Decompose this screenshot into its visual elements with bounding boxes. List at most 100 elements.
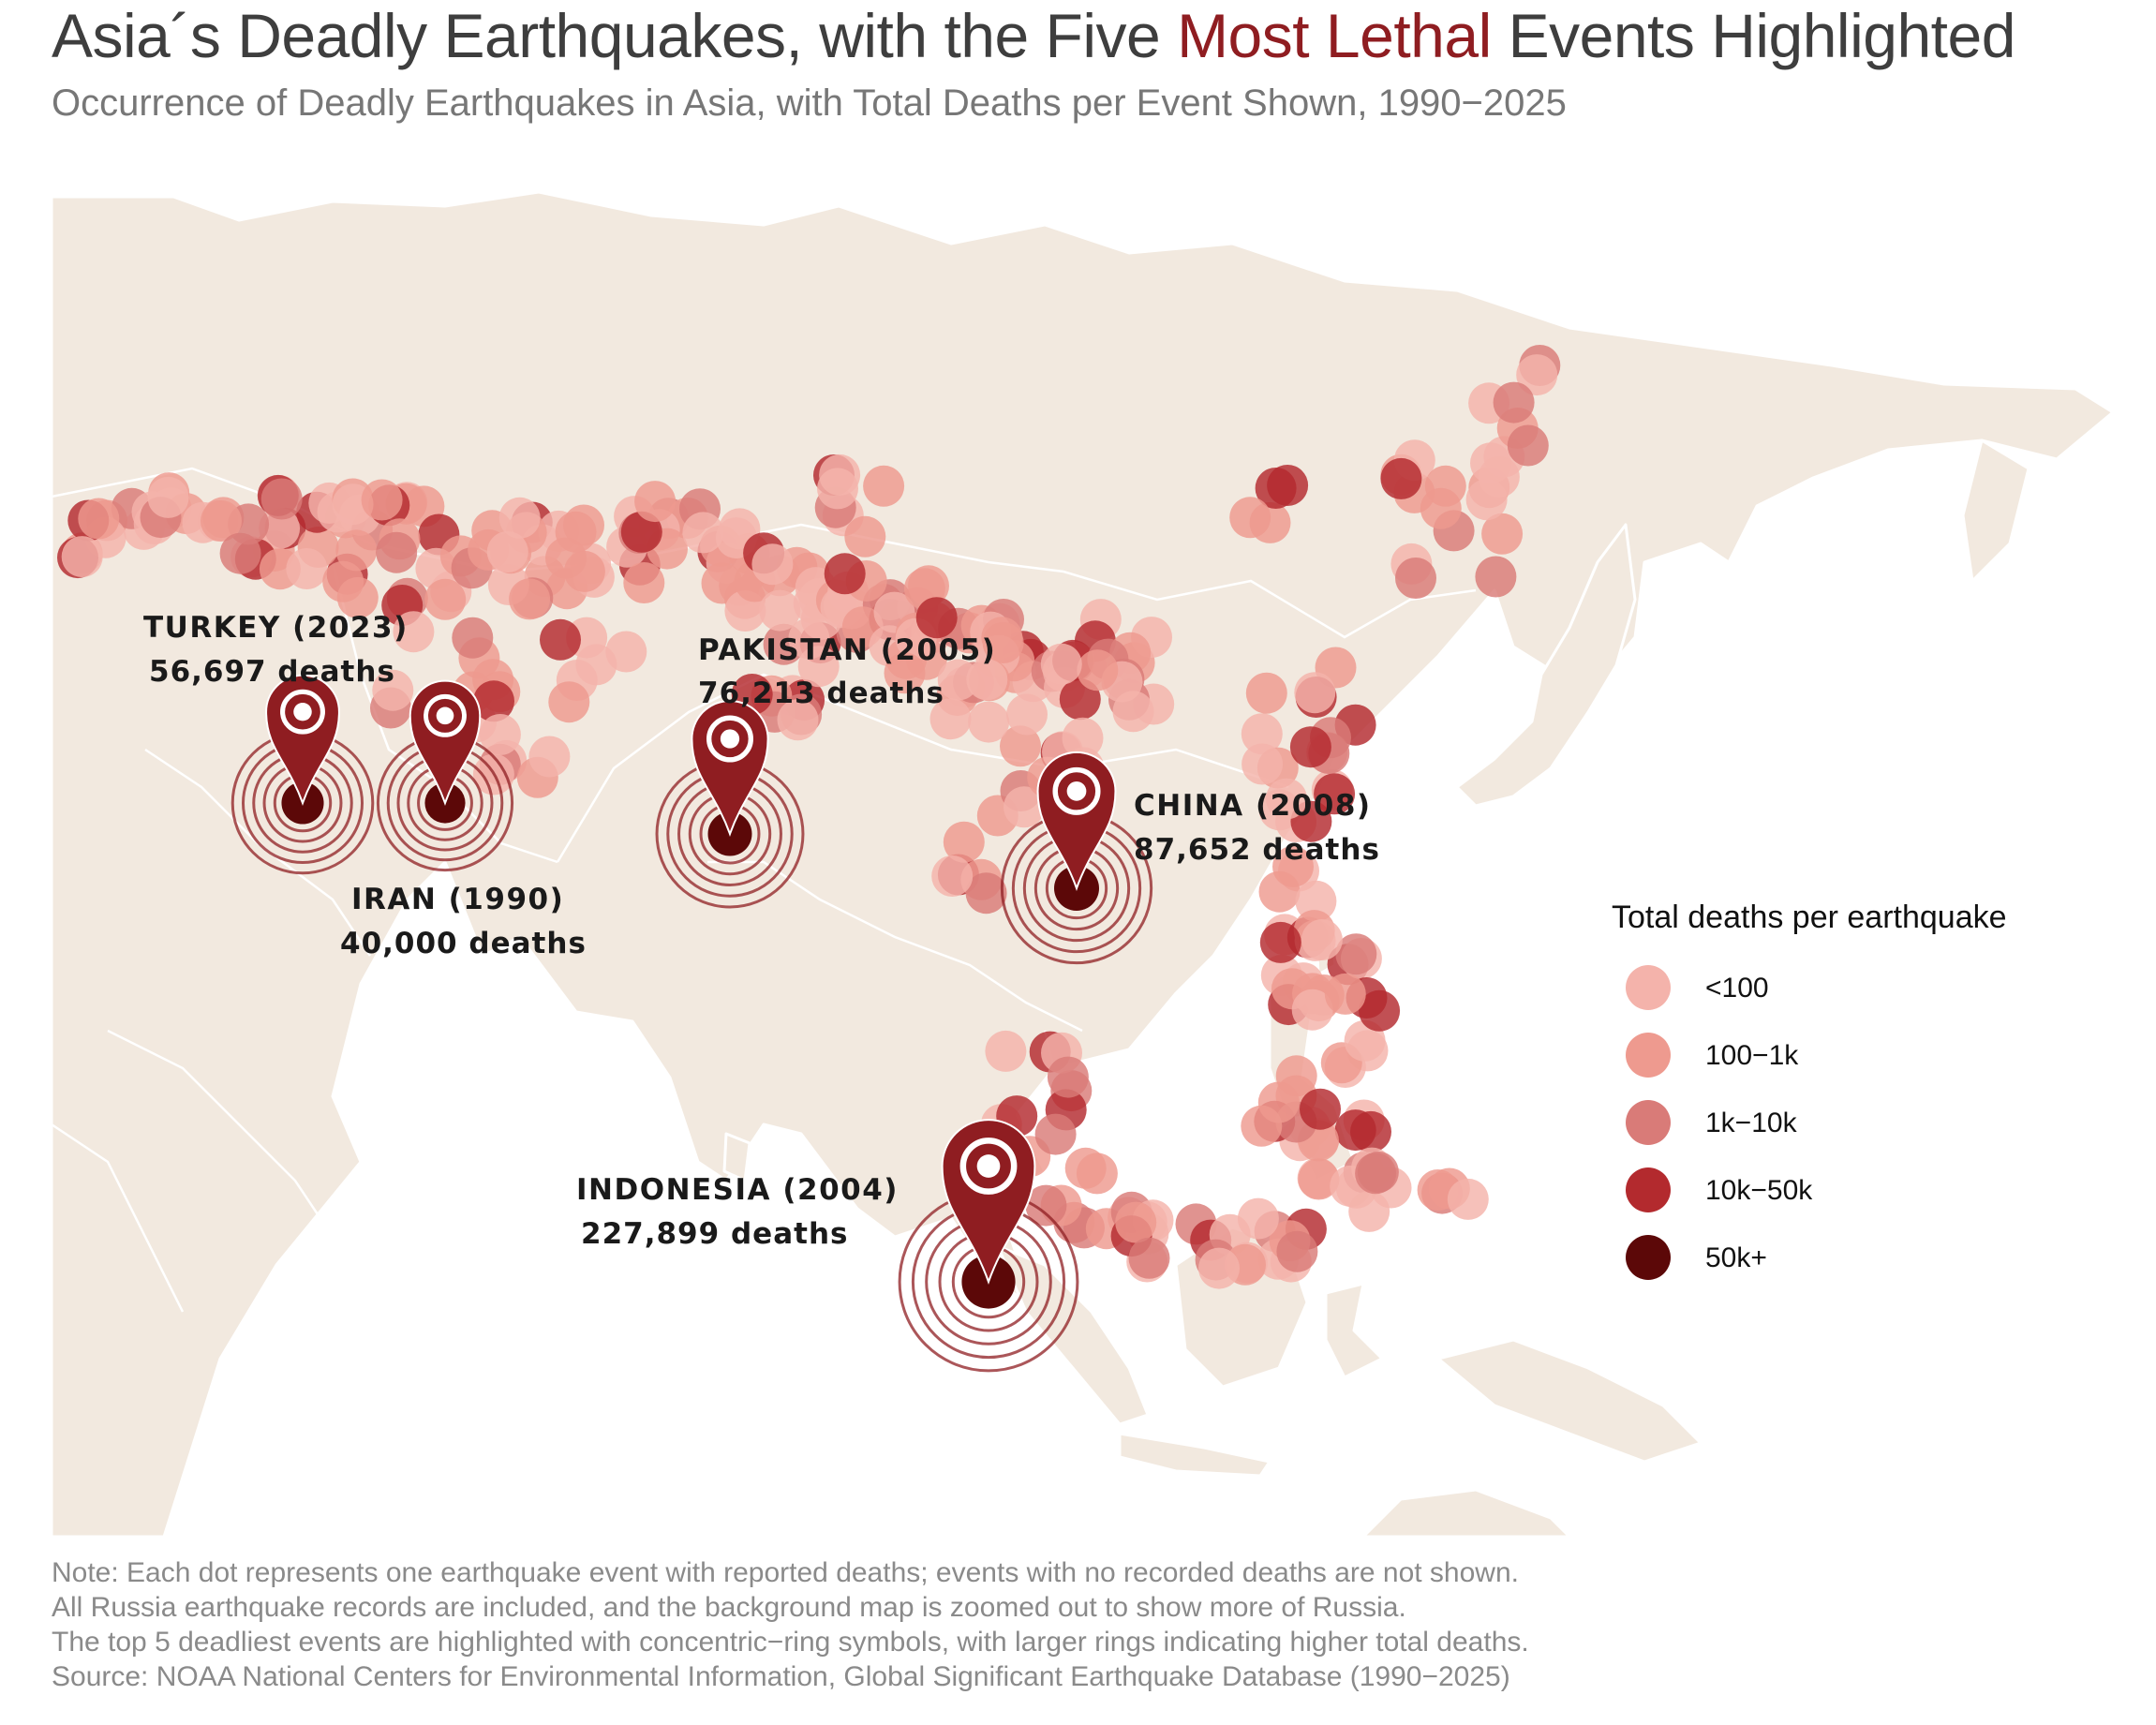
earthquake-dot (147, 476, 189, 518)
earthquake-dot (751, 543, 794, 586)
chart-title: Asia´s Deadly Earthquakes, with the Five… (52, 0, 2015, 71)
pin-center (293, 702, 312, 721)
earthquake-dot (1047, 1056, 1089, 1098)
earthquake-dot (1272, 845, 1314, 887)
earthquake-dot (1380, 457, 1422, 499)
pin-ring (424, 693, 467, 737)
earthquake-dot (575, 644, 617, 686)
legend-label: 100−1k (1705, 1040, 1799, 1071)
earthquake-dot (1348, 1190, 1390, 1232)
earthquake-dot (219, 532, 261, 574)
earthquake-dot (372, 669, 414, 711)
earthquake-dot (908, 565, 949, 607)
event-label-indonesia-deaths: 227,899 deaths (581, 1217, 848, 1251)
earthquake-dot (509, 578, 551, 620)
earthquake-dot (1266, 778, 1307, 820)
earthquake-dot (1301, 919, 1343, 960)
earthquake-dot (1077, 649, 1119, 691)
earthquake-dot (1294, 672, 1336, 714)
event-label-pakistan-deaths: 76,213 deaths (698, 677, 944, 710)
earthquake-dot (1291, 989, 1333, 1031)
earthquake-dot (1255, 468, 1297, 509)
legend: Total deaths per earthquake <100 100−1k … (1612, 900, 2099, 1280)
chart-subtitle: Occurrence of Deadly Earthquakes in Asia… (52, 82, 1567, 124)
legend-swatch (1626, 1167, 1671, 1212)
earthquake-dot (1128, 1237, 1170, 1279)
title-post: Events Highlighted (1491, 1, 2016, 70)
earthquake-dot (1478, 456, 1520, 498)
land-japan (1455, 523, 1637, 808)
pin-ring (1052, 766, 1101, 815)
earthquake-dot (1475, 556, 1517, 598)
earthquake-dot (479, 714, 521, 755)
earthquake-dot (759, 589, 801, 632)
event-label-china-deaths: 87,652 deaths (1134, 833, 1380, 867)
earthquake-dot (361, 479, 403, 521)
earthquake-dot (1395, 558, 1436, 599)
earthquake-dot (1335, 933, 1377, 975)
note-line: The top 5 deadliest events are highlight… (52, 1627, 1529, 1658)
event-label-iran-title: IRAN (1990) (351, 883, 564, 916)
earthquake-dot (1350, 1110, 1391, 1152)
earthquake-dot (634, 481, 677, 523)
asia-map: TURKEY (2023) 56,697 deaths IRAN (1990) … (52, 190, 2113, 1537)
earthquake-dot (1276, 1230, 1318, 1272)
legend-label: 1k−10k (1705, 1108, 1797, 1138)
earthquake-dot (424, 578, 467, 620)
earthquake-dot (1076, 1152, 1118, 1195)
pin-ring (959, 1138, 1018, 1195)
earthquake-dot (259, 507, 301, 549)
top-event-marker-china (1000, 751, 1153, 965)
earthquake-dots (57, 345, 1561, 1289)
earthquake-dot (1006, 693, 1048, 736)
border-line (107, 1029, 335, 1238)
earthquake-dot (335, 529, 378, 572)
earthquake-dot (1241, 713, 1283, 755)
note-line: All Russia earthquake records are includ… (52, 1592, 1406, 1623)
earthquake-dot (797, 646, 840, 688)
earthquake-dot (545, 537, 587, 579)
legend-title: Total deaths per earthquake (1612, 900, 2007, 935)
earthquake-dot (982, 622, 1024, 663)
earthquake-dot (473, 680, 514, 722)
earthquake-dot (1040, 643, 1082, 685)
pin-ring (280, 689, 325, 735)
earthquake-dot (1259, 921, 1301, 963)
earthquake-dot (1447, 1178, 1489, 1220)
legend-label: <100 (1705, 973, 1769, 1004)
border-line (52, 1123, 185, 1313)
earthquake-dot (1481, 513, 1524, 555)
earthquake-dot (1237, 1197, 1279, 1240)
earthquake-dot (1295, 880, 1337, 922)
earthquake-dot (931, 855, 974, 897)
earthquake-dot (1025, 1184, 1067, 1227)
land-srilanka (722, 1132, 751, 1182)
earthquake-dot (201, 500, 242, 542)
earthquake-dot (78, 498, 120, 540)
earthquake-dot (817, 468, 858, 510)
pin-ring (706, 715, 753, 763)
earthquake-dot (260, 478, 303, 520)
event-label-china-title: CHINA (2008) (1134, 789, 1372, 823)
earthquake-dot (1198, 1247, 1240, 1289)
top5-markers (230, 674, 1153, 1373)
note-line: Source: NOAA National Centers for Enviro… (52, 1661, 1510, 1692)
earthquake-dot (1242, 743, 1284, 785)
land-kamchatka (1961, 439, 2030, 583)
land-java (1118, 1432, 1271, 1478)
earthquake-dot (498, 497, 541, 539)
earthquake-dot (336, 576, 379, 618)
note-line: Note: Each dot represents one earthquake… (52, 1557, 1519, 1588)
pin-center (720, 729, 740, 749)
earthquake-dot (548, 681, 590, 723)
event-label-pakistan-title: PAKISTAN (2005) (698, 633, 996, 667)
land-newguinea (1436, 1338, 1702, 1464)
earthquake-dot (1245, 672, 1287, 714)
earthquake-dot (1314, 773, 1356, 815)
earthquake-dot (863, 465, 905, 507)
earthquake-dot (777, 699, 819, 741)
top-event-marker-indonesia (898, 1119, 1079, 1373)
border-line (556, 673, 1289, 863)
event-labels: TURKEY (2023) 56,697 deaths IRAN (1990) … (143, 611, 1380, 1251)
border-line (707, 860, 1083, 1033)
